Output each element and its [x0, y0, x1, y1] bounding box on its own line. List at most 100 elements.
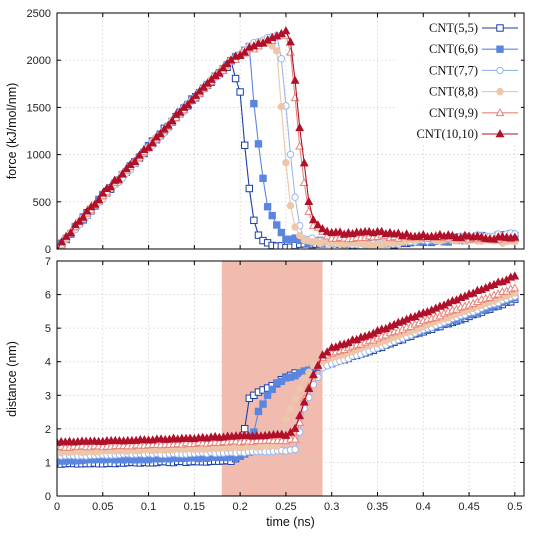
data-point: [240, 47, 250, 56]
y-axis-label: force (kJ/mol/nm): [5, 83, 19, 180]
x-axis-label: time (ns): [266, 515, 315, 529]
data-point: [290, 75, 300, 84]
data-point: [268, 385, 276, 394]
data-point: [304, 196, 314, 206]
data-point: [313, 360, 323, 369]
y-tick-label: 5: [45, 323, 51, 335]
data-point: [66, 228, 76, 237]
y-tick-label: 2000: [27, 55, 51, 67]
x-tick-label: 0.45: [458, 501, 479, 513]
data-point: [510, 271, 520, 280]
force-panel: 0 500 1000 1500 2000 2500 force (kJ/mol/nm) CNT…: [5, 8, 525, 256]
data-point: [195, 86, 205, 95]
legend-item: CNT(8,8): [429, 85, 518, 99]
legend-marker: [496, 87, 504, 96]
data-point: [447, 230, 457, 240]
data-point: [121, 164, 131, 173]
data-point: [134, 150, 144, 159]
y-tick-label: 500: [33, 197, 51, 209]
plot-area: [57, 26, 520, 249]
x-tick-label: 0: [54, 501, 60, 513]
data-point: [199, 82, 208, 91]
distance-panel: 0 0.05 0.1 0.15 0.2 0.25 0.3 0.35 0.4 0.45 0.5 0 1 2 3…: [5, 256, 525, 529]
data-point: [94, 194, 104, 204]
data-point: [277, 102, 286, 111]
data-point: [175, 107, 185, 116]
data-point: [250, 216, 258, 225]
data-point: [254, 231, 263, 239]
x-tick-label: 0.4: [416, 501, 431, 513]
legend-item: CNT(5,5): [429, 21, 518, 35]
data-point: [106, 182, 116, 191]
data-point: [305, 368, 313, 376]
data-point: [418, 230, 428, 239]
data-point: [286, 47, 295, 56]
y-tick-label: 0: [45, 244, 51, 256]
legend-marker: [496, 45, 504, 53]
legend-marker: [496, 24, 504, 32]
data-point: [290, 434, 300, 443]
data-point: [286, 404, 295, 413]
legend-label: CNT(6,6): [429, 42, 478, 56]
data-point: [236, 88, 244, 96]
data-point: [78, 212, 88, 221]
plot-area: [57, 271, 520, 468]
data-point: [167, 116, 177, 125]
data-point: [254, 140, 263, 148]
y-tick-label: 7: [45, 256, 51, 268]
y-tick-label: 2: [45, 424, 51, 436]
plot-frame: [56, 12, 525, 250]
data-point: [286, 427, 295, 436]
data-point: [286, 37, 295, 46]
data-point: [286, 150, 295, 159]
data-point: [295, 231, 304, 240]
data-point: [308, 369, 318, 379]
data-point: [148, 138, 157, 147]
data-point: [74, 216, 84, 225]
data-point: [295, 384, 304, 393]
y-tick-label: 0: [45, 491, 51, 503]
data-point: [187, 95, 197, 104]
data-point: [259, 400, 267, 408]
data-point: [299, 158, 309, 167]
data-point: [254, 407, 263, 416]
data-point: [322, 347, 332, 356]
data-point: [163, 120, 173, 129]
data-point: [377, 226, 387, 235]
data-point: [144, 142, 154, 151]
data-point: [155, 129, 165, 138]
data-point: [291, 394, 299, 403]
legend-item: CNT(9,9): [429, 106, 518, 120]
data-point: [308, 215, 318, 224]
data-point: [263, 203, 272, 211]
data-point: [286, 201, 295, 210]
legend-label: CNT(5,5): [429, 21, 478, 35]
series-cnt-10-10-: [57, 271, 520, 446]
data-point: [117, 169, 127, 178]
data-point: [206, 74, 216, 83]
y-tick-label: 1000: [27, 150, 51, 162]
data-point: [322, 226, 332, 235]
data-point: [231, 74, 240, 83]
data-point: [281, 26, 291, 35]
data-point: [393, 228, 403, 237]
legend-background: [395, 18, 521, 144]
data-point: [291, 223, 299, 231]
y-tick-label: 1: [45, 457, 51, 469]
y-tick-label: 3: [45, 390, 51, 402]
data-point: [82, 206, 92, 215]
data-point: [295, 411, 305, 420]
data-point: [191, 90, 201, 99]
data-point: [300, 374, 308, 382]
data-point: [291, 445, 299, 454]
data-point: [304, 383, 314, 392]
data-point: [241, 424, 249, 433]
legend-label: CNT(10,10): [417, 127, 478, 141]
data-point: [130, 156, 140, 166]
data-point: [90, 199, 100, 208]
legend-item: CNT(7,7): [429, 63, 518, 77]
x-tick-label: 0.5: [507, 501, 522, 513]
data-point: [295, 122, 305, 132]
data-point: [263, 391, 272, 399]
